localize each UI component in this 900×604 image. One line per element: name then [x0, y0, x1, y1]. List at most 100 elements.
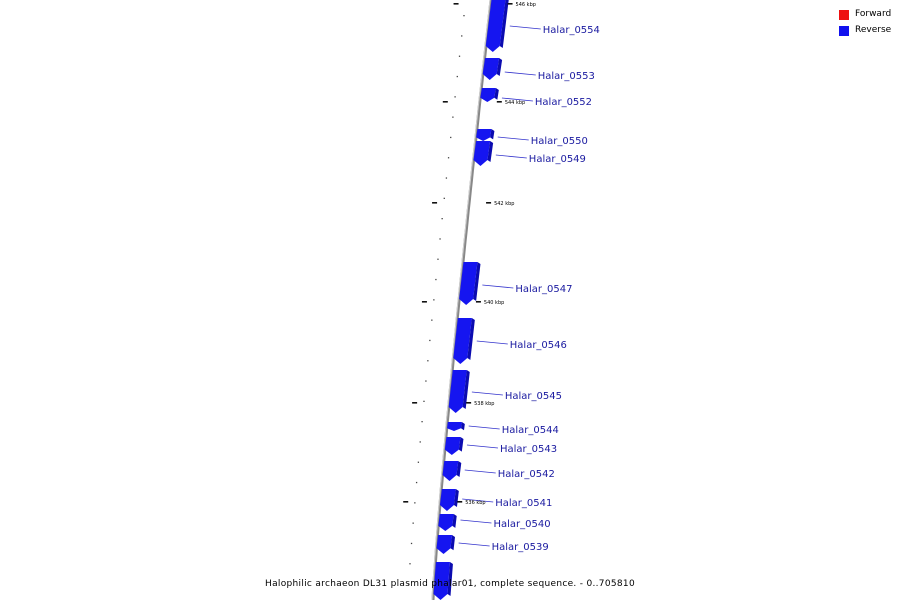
gene-arrow	[439, 489, 456, 511]
gene-arrow	[453, 318, 472, 364]
position-marker-label: 536 kbp	[465, 500, 485, 506]
minor-tick	[419, 441, 421, 443]
gene-leader-line	[471, 391, 503, 396]
minor-tick	[417, 461, 420, 463]
gene-arrow-shade	[450, 535, 456, 551]
gene-feature: Halar_0547	[459, 262, 572, 305]
gene-feature: Halar_0553	[482, 58, 595, 82]
gene-arrow	[448, 370, 467, 413]
minor-tick	[463, 15, 465, 17]
legend-label: Forward	[855, 9, 892, 19]
gene-arrow-shade	[496, 58, 503, 76]
major-tick-outer	[507, 3, 513, 5]
gene-leader-line	[495, 154, 527, 159]
minor-ticks	[407, 15, 465, 585]
gene-arrow	[459, 262, 478, 305]
gene-leader-line	[468, 425, 500, 430]
gene-arrow-shade	[467, 318, 475, 360]
major-tick	[453, 3, 459, 5]
gene-leader-line	[501, 97, 533, 102]
position-marker-label: 540 kbp	[484, 300, 504, 306]
gene-label: Halar_0552	[535, 97, 592, 108]
minor-tick	[421, 421, 423, 423]
gene-leader-line	[458, 542, 490, 547]
gene-arrow-shade	[473, 262, 481, 301]
position-markers: 546 kbp 544 kbp 542 kbp 540 kbp 538 kbp 536 k…	[403, 2, 536, 506]
position-marker-label: 538 kbp	[474, 401, 494, 407]
legend-swatch	[839, 26, 849, 36]
gene-label: Halar_0546	[510, 340, 567, 351]
gene-arrow	[433, 562, 450, 600]
gene-feature: Halar_0550	[476, 129, 588, 147]
gene-label: Halar_0549	[529, 154, 586, 165]
major-tick-outer	[466, 402, 472, 404]
major-tick	[412, 402, 418, 404]
minor-tick	[447, 157, 450, 159]
gene-label: Halar_0539	[492, 542, 549, 553]
gene-label: Halar_0545	[505, 391, 562, 402]
gene-label: Halar_0543	[500, 444, 557, 455]
gene-feature: Halar_0546	[453, 318, 567, 364]
gene-leader-line	[504, 71, 536, 76]
minor-tick	[452, 116, 454, 118]
gene-label: Halar_0554	[543, 25, 600, 36]
map-caption: Halophilic archaeon DL31 plasmid phalar0…	[265, 579, 635, 589]
gene-label: Halar_0544	[502, 425, 559, 436]
gene-arrow-shade	[487, 141, 494, 162]
minor-tick	[445, 177, 448, 179]
gene-leader-line	[476, 340, 508, 345]
gene-arrow-shade	[458, 437, 464, 452]
gene-arrow-shade	[456, 461, 462, 477]
minor-tick	[435, 278, 437, 281]
gene-arrow	[476, 129, 492, 141]
minor-tick	[412, 522, 414, 524]
major-tick-outer	[496, 101, 502, 103]
minor-tick	[454, 96, 456, 98]
gene-arrow	[438, 514, 454, 531]
gene-track: Halar_0554 Halar_0553 Halar_0552 Halar_0550…	[433, 0, 600, 600]
gene-arrow-shade	[461, 422, 465, 431]
major-tick	[421, 301, 427, 303]
minor-tick	[450, 136, 452, 139]
minor-tick	[433, 299, 435, 301]
gene-arrow	[447, 422, 462, 431]
major-tick-outer	[486, 202, 492, 204]
minor-tick	[443, 197, 445, 199]
gene-leader-line	[466, 444, 498, 449]
minor-tick	[429, 339, 431, 342]
gene-feature: Halar_0545	[448, 370, 562, 413]
gene-label: Halar_0553	[538, 71, 595, 82]
minor-tick	[427, 360, 429, 362]
position-marker-label: 544 kbp	[505, 100, 525, 106]
minor-tick	[458, 55, 461, 57]
gene-feature: Halar_0539	[436, 535, 549, 554]
minor-tick	[461, 35, 463, 37]
plasmid-backbone	[431, 0, 493, 601]
minor-tick	[414, 502, 416, 504]
minor-tick	[423, 400, 425, 402]
position-marker-label: 546 kbp	[516, 2, 536, 8]
gene-arrow-shade	[452, 514, 457, 528]
gene-feature: Halar_0540	[438, 514, 551, 531]
position-marker-label: 542 kbp	[494, 201, 514, 207]
legend-label: Reverse	[855, 25, 892, 35]
gene-feature: Halar_0552	[480, 88, 592, 108]
gene-feature: Halar_0541	[439, 489, 552, 511]
gene-arrow	[436, 535, 453, 554]
major-tick	[432, 202, 438, 204]
gene-arrow-shade	[494, 88, 499, 100]
minor-tick	[456, 75, 458, 78]
minor-tick	[425, 380, 427, 382]
minor-tick	[439, 238, 441, 240]
gene-arrow-shade	[499, 0, 509, 48]
gene-label: Halar_0541	[495, 498, 552, 509]
gene-label: Halar_0542	[498, 469, 555, 480]
minor-tick	[410, 542, 413, 545]
gene-arrow	[473, 141, 491, 166]
gene-arrow	[444, 437, 461, 455]
gene-leader-line	[462, 498, 494, 503]
gene-leader-line	[497, 136, 529, 141]
legend-swatch	[839, 10, 849, 20]
